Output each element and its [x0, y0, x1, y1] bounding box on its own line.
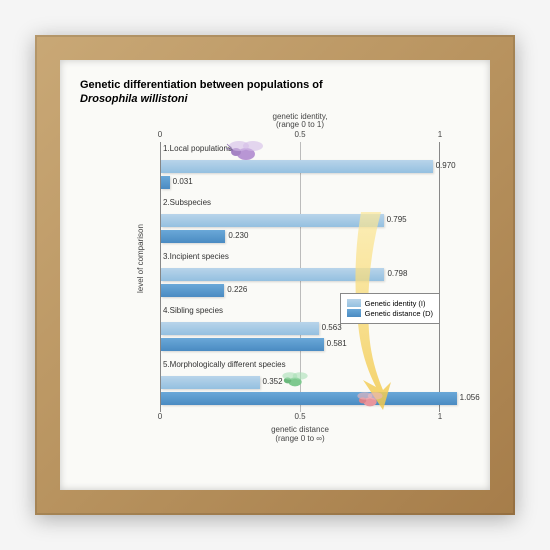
legend-swatch-distance [347, 309, 361, 317]
distance-bar: 0.226 [161, 284, 224, 297]
legend-swatch-identity [347, 299, 361, 307]
identity-bar: 0.798 [161, 268, 384, 281]
distance-bar: 0.230 [161, 230, 225, 243]
distance-value: 1.056 [460, 393, 480, 402]
chart-canvas: Genetic differentiation between populati… [60, 60, 490, 490]
identity-value: 0.563 [322, 323, 342, 332]
identity-bar: 0.970 [161, 160, 433, 173]
group-label: 5.Morphologically different species [163, 360, 286, 369]
bar-group: 2.Subspecies 0.795 0.230 [161, 196, 439, 250]
group-label: 1.Local populations [163, 144, 232, 153]
group-label: 4.Sibling species [163, 306, 223, 315]
distance-value: 0.031 [173, 177, 193, 186]
plot-area: 1.Local populations 0.970 0.031 2.Subspecie… [160, 142, 440, 412]
legend-label-identity: Genetic identity (I) [365, 299, 426, 308]
distance-bar: 0.031 [161, 176, 170, 189]
identity-value: 0.970 [436, 161, 456, 170]
title-line2: Drosophila willistoni [80, 93, 188, 105]
y-axis-label: level of comparison [136, 224, 145, 293]
identity-bar: 0.795 [161, 214, 384, 227]
identity-value: 0.798 [387, 269, 407, 278]
top-axis-label: genetic identity, (range 0 to 1) [160, 113, 440, 131]
title-line1: Genetic differentiation between populati… [80, 79, 323, 91]
bottom-axis-scale: 0 0.5 1 [160, 412, 440, 424]
identity-value: 0.795 [387, 215, 407, 224]
distance-value: 0.230 [228, 231, 248, 240]
group-label: 2.Subspecies [163, 198, 211, 207]
legend-row-identity: Genetic identity (I) [347, 299, 433, 308]
distance-value: 0.226 [227, 285, 247, 294]
identity-bar: 0.352 [161, 376, 260, 389]
distance-value: 0.581 [327, 339, 347, 348]
legend: Genetic identity (I) Genetic distance (D… [340, 293, 440, 324]
bottom-axis-label: genetic distance (range 0 to ∞) [160, 426, 440, 444]
group-label: 3.Incipient species [163, 252, 229, 261]
identity-bar: 0.563 [161, 322, 319, 335]
picture-frame: Genetic differentiation between populati… [35, 35, 515, 515]
top-axis-scale: 0 0.5 1 [160, 130, 440, 142]
legend-row-distance: Genetic distance (D) [347, 309, 433, 318]
chart-title: Genetic differentiation between populati… [80, 78, 470, 107]
chart-area: genetic identity, (range 0 to 1) 0 0.5 1… [80, 113, 470, 443]
identity-value: 0.352 [263, 377, 283, 386]
bar-group: 5.Morphologically different species 0.352… [161, 358, 439, 412]
legend-label-distance: Genetic distance (D) [365, 309, 433, 318]
distance-bar: 1.056 [161, 392, 457, 405]
bar-group: 1.Local populations 0.970 0.031 [161, 142, 439, 196]
distance-bar: 0.581 [161, 338, 324, 351]
